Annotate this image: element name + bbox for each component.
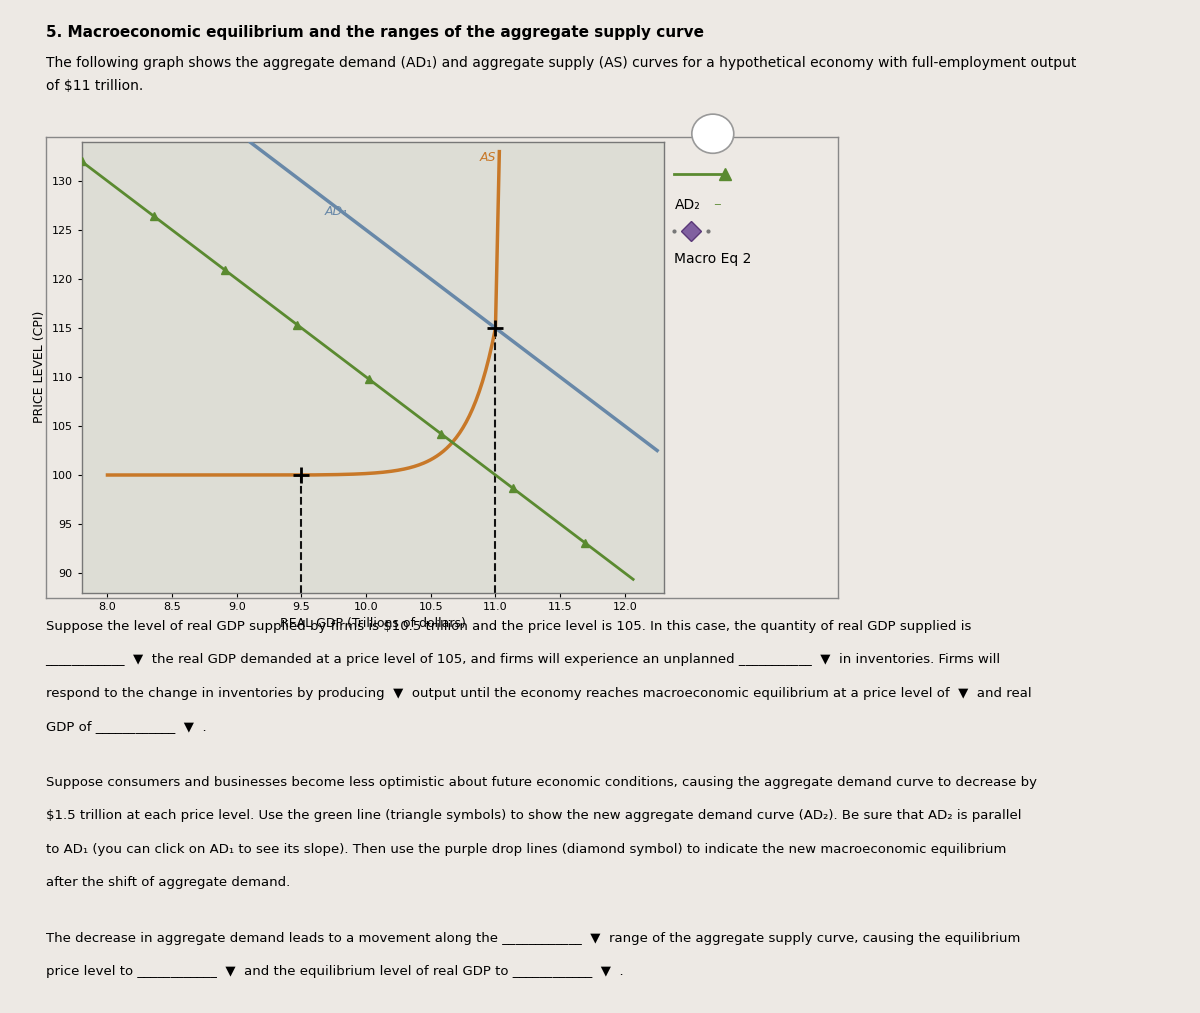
Text: ─: ─	[714, 200, 720, 210]
Circle shape	[692, 114, 733, 153]
Text: AS: AS	[480, 151, 497, 164]
Text: price level to ____________  ▼  and the equilibrium level of real GDP to _______: price level to ____________ ▼ and the eq…	[46, 965, 623, 979]
Text: after the shift of aggregate demand.: after the shift of aggregate demand.	[46, 876, 290, 889]
Text: Suppose the level of real GDP supplied by firms is $10.5 trillion and the price : Suppose the level of real GDP supplied b…	[46, 620, 971, 633]
Text: AD₂: AD₂	[674, 199, 700, 212]
Text: to AD₁ (you can click on AD₁ to see its slope). Then use the purple drop lines (: to AD₁ (you can click on AD₁ to see its …	[46, 843, 1006, 856]
Text: GDP of ____________  ▼  .: GDP of ____________ ▼ .	[46, 720, 206, 733]
Text: respond to the change in inventories by producing  ▼  output until the economy r: respond to the change in inventories by …	[46, 687, 1031, 700]
Text: Macro Eq 2: Macro Eq 2	[674, 251, 751, 265]
Text: of $11 trillion.: of $11 trillion.	[46, 79, 143, 93]
Text: $1.5 trillion at each price level. Use the green line (triangle symbols) to show: $1.5 trillion at each price level. Use t…	[46, 809, 1021, 823]
Y-axis label: PRICE LEVEL (CPI): PRICE LEVEL (CPI)	[32, 311, 46, 423]
Text: ____________  ▼  the real GDP demanded at a price level of 105, and firms will e: ____________ ▼ the real GDP demanded at …	[46, 653, 1001, 667]
Text: Suppose consumers and businesses become less optimistic about future economic co: Suppose consumers and businesses become …	[46, 776, 1037, 789]
Text: The following graph shows the aggregate demand (AD₁) and aggregate supply (AS) c: The following graph shows the aggregate …	[46, 56, 1076, 70]
Text: The decrease in aggregate demand leads to a movement along the ____________  ▼  : The decrease in aggregate demand leads t…	[46, 932, 1020, 945]
Text: AD₁: AD₁	[325, 206, 348, 219]
X-axis label: REAL GDP (Trillions of dollars): REAL GDP (Trillions of dollars)	[280, 617, 466, 630]
Text: 5. Macroeconomic equilibrium and the ranges of the aggregate supply curve: 5. Macroeconomic equilibrium and the ran…	[46, 25, 703, 41]
Text: ?: ?	[708, 127, 718, 141]
